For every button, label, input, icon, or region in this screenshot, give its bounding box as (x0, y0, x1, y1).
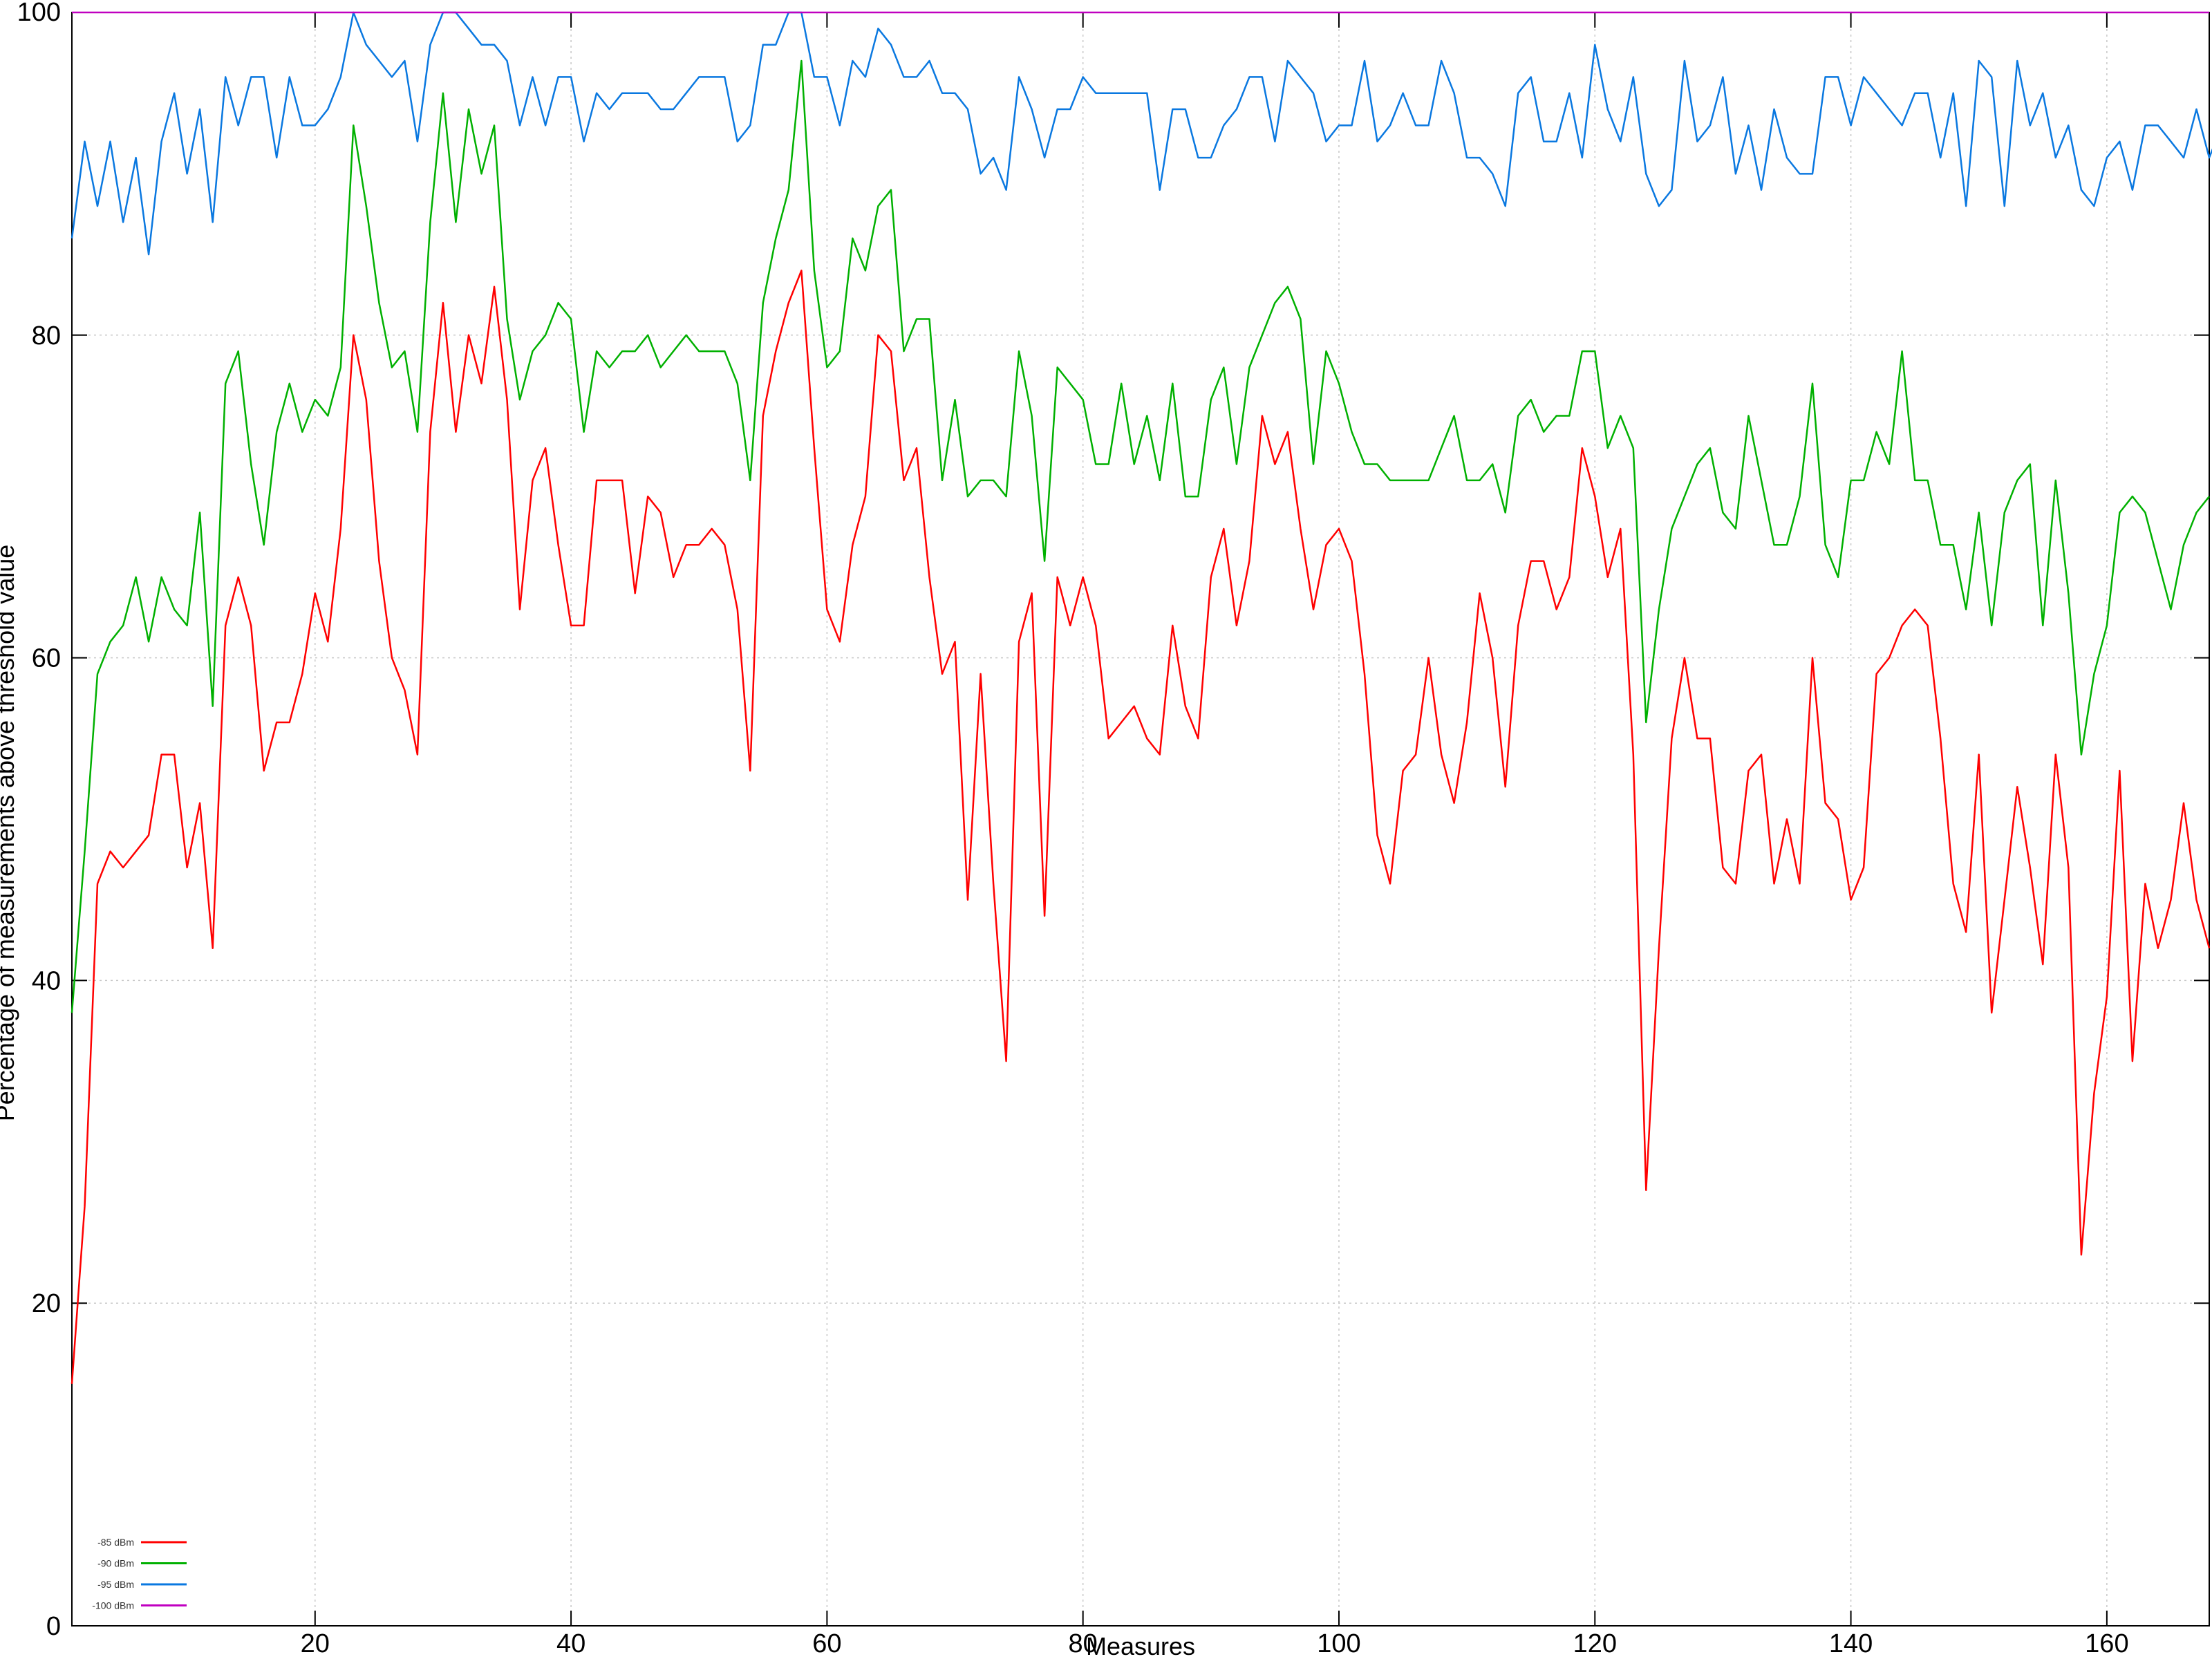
series-lines (71, 11, 2212, 1384)
series-line-minus-85-dbm (71, 270, 2211, 1384)
x-tick-label: 60 (812, 1629, 841, 1658)
x-tick-label: 40 (556, 1629, 585, 1658)
x-tick-label: 20 (301, 1629, 330, 1658)
y-tick-label: 0 (46, 1612, 61, 1641)
legend-label: -95 dBm (97, 1579, 134, 1590)
y-tick-label: 60 (32, 644, 61, 673)
y-axis-label: Percentage of measurements above thresho… (0, 545, 19, 1122)
y-tick-label: 20 (32, 1289, 61, 1318)
y-tick-label: 40 (32, 966, 61, 995)
grid (72, 12, 2209, 1626)
legend-label: -85 dBm (97, 1537, 134, 1548)
legend-label: -90 dBm (97, 1558, 134, 1569)
x-tick-label: 80 (1069, 1629, 1098, 1658)
x-tick-label: 140 (1829, 1629, 1873, 1658)
y-tick-label: 80 (32, 321, 61, 350)
series-line-minus-90-dbm (71, 59, 2210, 1013)
x-tick-label: 120 (1573, 1629, 1617, 1658)
legend-label: -100 dBm (92, 1600, 134, 1611)
y-tick-label: 100 (17, 0, 61, 27)
x-tick-label: 100 (1317, 1629, 1360, 1658)
legend: -85 dBm -90 dBm -95 dBm -100 dBm (92, 1537, 187, 1611)
series-line-minus-95-dbm (71, 11, 2212, 256)
x-tick-label: 160 (2085, 1629, 2128, 1658)
x-axis-label: Measures (1086, 1632, 1195, 1659)
axis-ticks: 20 40 60 80 100 120 140 160 0 20 40 60 80 100 (17, 0, 2209, 1658)
